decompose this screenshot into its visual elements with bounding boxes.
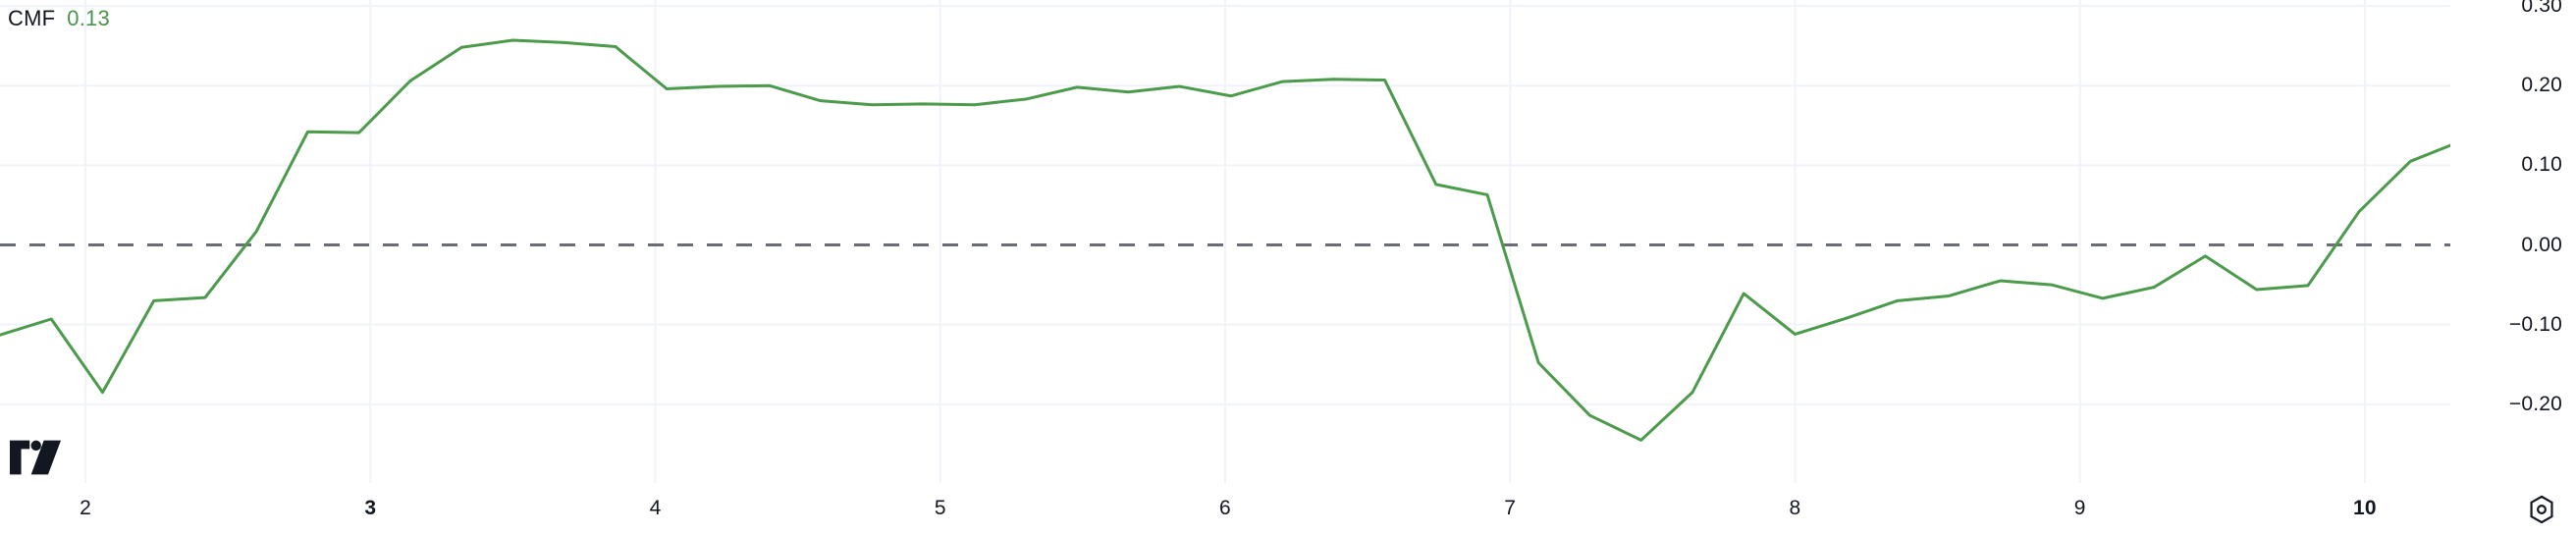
price-axis-label: 0.20 (2521, 74, 2562, 97)
legend: CMF 0.13 (8, 6, 110, 31)
price-axis-label: 0.10 (2521, 153, 2562, 177)
time-axis[interactable]: 2 3 4 5 6 7 8 9 10 (0, 483, 2576, 535)
time-axis-label: 5 (934, 497, 946, 519)
target-settings-icon[interactable] (2525, 493, 2558, 526)
time-axis-label: 3 (364, 497, 377, 519)
time-axis-label: 4 (649, 497, 662, 519)
price-axis-label: 0.30 (2521, 0, 2562, 18)
legend-indicator-name: CMF (8, 6, 56, 30)
time-axis-label: 10 (2353, 497, 2377, 519)
time-axis-label: 7 (1504, 497, 1517, 519)
price-axis-label: −0.20 (2508, 392, 2562, 415)
time-axis-label: 6 (1219, 497, 1231, 519)
price-axis-label: −0.10 (2508, 312, 2562, 336)
time-axis-label: 8 (1789, 497, 1801, 519)
time-axis-label: 9 (2073, 497, 2086, 519)
price-axis-label: 0.00 (2521, 233, 2562, 256)
time-axis-label: 2 (80, 497, 92, 519)
legend-indicator-value: 0.13 (67, 6, 110, 30)
vertical-grid-lines (84, 0, 2366, 483)
plot-area: CMF 0.13 (0, 0, 2450, 483)
chart-plot-svg (0, 0, 2450, 483)
cmf-series-line (0, 38, 2450, 442)
tradingview-logo-icon (10, 440, 61, 475)
price-axis[interactable]: 0.30 0.20 0.10 0.00 −0.10 −0.20 (2450, 0, 2576, 483)
